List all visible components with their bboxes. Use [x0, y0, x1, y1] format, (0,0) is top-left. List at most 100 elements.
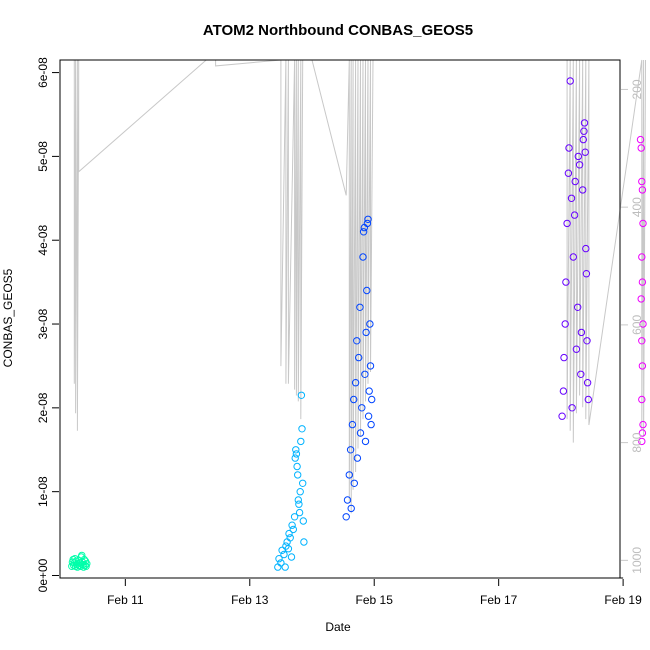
- data-point: [359, 253, 367, 261]
- data-point: [342, 513, 350, 521]
- data-point: [584, 395, 592, 404]
- data-point: [638, 337, 646, 345]
- data-point: [83, 560, 91, 568]
- data-point: [362, 328, 370, 337]
- data-point: [638, 429, 647, 437]
- data-point: [575, 161, 584, 169]
- right-tick-label: 1000: [630, 547, 644, 574]
- data-point: [582, 244, 590, 253]
- data-point: [563, 219, 571, 228]
- data-point: [639, 320, 647, 328]
- data-point: [366, 362, 375, 370]
- data-point: [355, 353, 363, 362]
- chart-title: ATOM2 Northbound CONBAS_GEOS5: [203, 22, 473, 39]
- data-point: [574, 303, 582, 311]
- data-point: [275, 555, 283, 563]
- data-point: [564, 169, 573, 177]
- data-point: [364, 215, 372, 224]
- data-point: [638, 278, 647, 286]
- data-point: [583, 337, 591, 345]
- data-point: [294, 471, 302, 479]
- data-point: [356, 303, 364, 311]
- data-point: [639, 420, 647, 429]
- data-point: [583, 379, 592, 387]
- data-point: [637, 144, 645, 152]
- right-tick-label: 800: [630, 432, 644, 452]
- data-point: [363, 219, 372, 228]
- data-point: [299, 479, 307, 487]
- data-point: [280, 550, 288, 559]
- data-point: [579, 186, 587, 194]
- data-point: [580, 119, 589, 127]
- series-1: [274, 391, 308, 571]
- data-point: [351, 379, 360, 387]
- data-point: [636, 135, 645, 144]
- data-point: [285, 529, 293, 538]
- data-point: [572, 345, 581, 353]
- y-tick-label: 4e-08: [36, 225, 50, 256]
- data-point: [343, 496, 352, 504]
- data-point: [297, 391, 306, 399]
- data-point: [361, 437, 370, 446]
- data-point: [365, 387, 373, 395]
- data-point: [287, 553, 296, 561]
- data-point: [561, 320, 569, 328]
- y-axis-label: CONBAS_GEOS5: [1, 268, 15, 367]
- data-point: [567, 194, 576, 203]
- data-point: [282, 542, 290, 550]
- y-tick-label: 3e-08: [36, 308, 50, 339]
- y-tick-label: 1e-08: [36, 476, 50, 507]
- data-point: [346, 446, 355, 454]
- data-point: [638, 437, 646, 446]
- data-point: [295, 508, 304, 517]
- y-tick-label: 0e+00: [36, 558, 50, 592]
- data-point: [579, 135, 587, 144]
- data-point: [348, 420, 357, 429]
- data-point: [295, 500, 303, 508]
- data-point: [638, 395, 646, 404]
- data-point: [347, 504, 355, 513]
- data-point: [297, 437, 305, 446]
- data-point: [350, 395, 358, 404]
- y-tick-label: 6e-08: [36, 57, 50, 88]
- data-point: [577, 328, 586, 337]
- data-point: [566, 77, 574, 85]
- axes-layer: Feb 11 Feb 13 Feb 15 Feb 17 Feb 19 0e+00 1e-08…: [36, 57, 644, 607]
- data-point: [581, 148, 589, 156]
- data-point: [350, 479, 358, 487]
- data-point: [366, 320, 374, 328]
- data-point: [560, 353, 568, 362]
- data-point: [299, 517, 307, 525]
- data-point: [296, 488, 304, 496]
- data-point: [353, 454, 362, 462]
- data-point: [639, 219, 647, 228]
- data-point: [345, 471, 353, 479]
- data-point: [637, 295, 645, 303]
- y-tick-label: 5e-08: [36, 141, 50, 172]
- data-point: [569, 253, 577, 261]
- data-point: [565, 144, 573, 152]
- data-point: [570, 211, 579, 219]
- x-tick-label: Feb 19: [604, 593, 642, 607]
- data-point: [559, 387, 568, 395]
- data-point: [277, 559, 285, 567]
- x-tick-label: Feb 15: [356, 593, 394, 607]
- series-4: [636, 135, 647, 446]
- data-point: [361, 370, 369, 378]
- x-tick-label: Feb 11: [107, 593, 144, 607]
- data-point: [80, 555, 89, 564]
- data-point: [292, 450, 301, 458]
- data-point: [359, 228, 368, 236]
- data-point: [289, 525, 297, 534]
- data-point: [353, 337, 361, 345]
- data-point: [298, 425, 306, 433]
- data-point: [571, 177, 579, 186]
- x-tick-label: Feb 13: [231, 593, 269, 607]
- plot-frame: [59, 59, 621, 579]
- data-point: [368, 395, 376, 404]
- series-0: [68, 551, 91, 571]
- data-point: [284, 545, 293, 553]
- data-point: [638, 362, 647, 370]
